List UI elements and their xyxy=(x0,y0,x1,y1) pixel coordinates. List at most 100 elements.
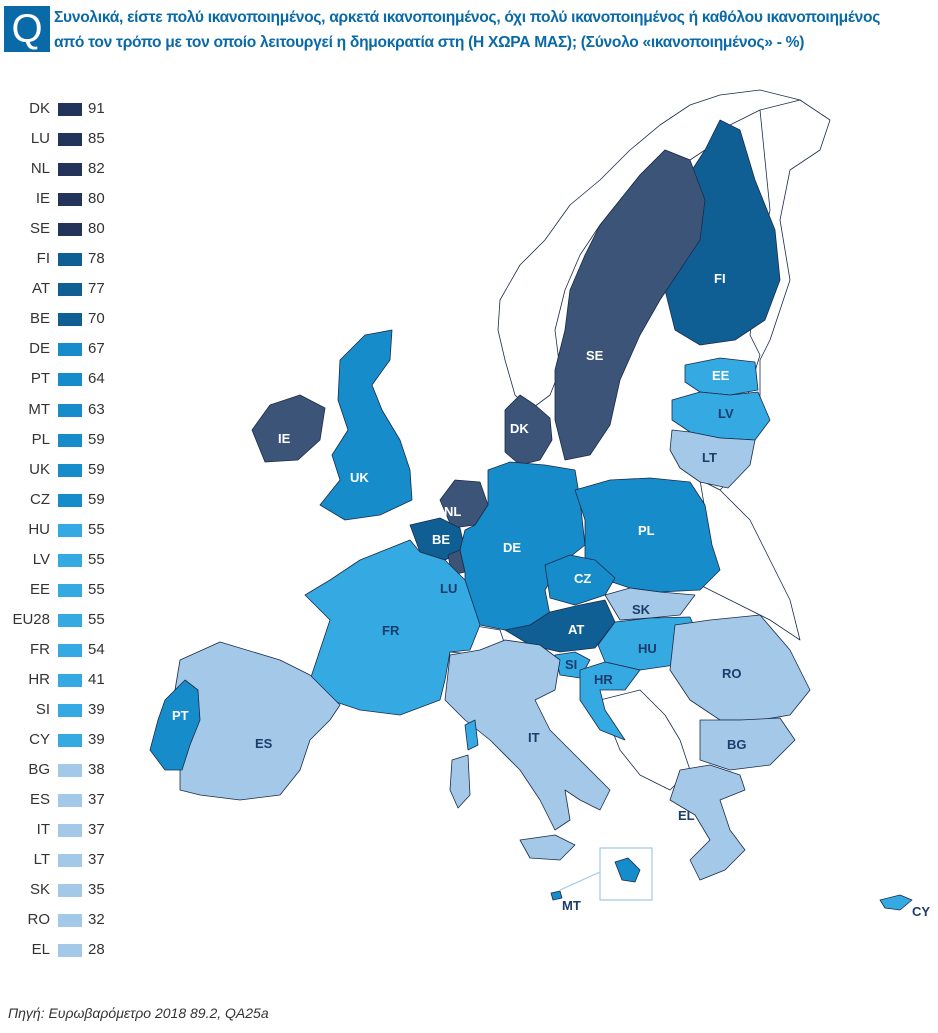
legend-value: 59 xyxy=(88,460,105,478)
legend-value: 28 xyxy=(88,941,105,959)
legend-value: 32 xyxy=(88,911,105,929)
country-ie xyxy=(251,394,326,463)
question-title: Συνολικά, είστε πολύ ικανοποιημένος, αρκ… xyxy=(54,5,934,55)
europe-map: IE UK DK NL BE LU DE FR ES PT IT AT CZ P… xyxy=(149,89,930,919)
legend-row: SI 39 xyxy=(0,699,120,721)
legend-color-swatch xyxy=(58,463,82,477)
legend-value: 39 xyxy=(88,701,105,718)
legend-country-code: IT xyxy=(36,821,50,839)
country-cy xyxy=(879,894,913,911)
legend-country-code: DK xyxy=(29,100,50,117)
legend-row: FR 54 xyxy=(0,639,120,661)
legend-row: CZ 59 xyxy=(0,489,120,511)
legend-row: SE 80 xyxy=(0,218,120,240)
legend-color-swatch xyxy=(58,253,82,267)
legend-country-code: BE xyxy=(29,310,50,328)
label-sk: SK xyxy=(632,602,651,617)
legend-row: CY 39 xyxy=(0,729,120,751)
legend-country-code: PT xyxy=(30,370,50,388)
label-mt: MT xyxy=(562,898,581,913)
legend-value: 85 xyxy=(88,130,105,148)
legend-country-code: EU28 xyxy=(12,610,50,628)
label-lt: LT xyxy=(702,450,717,465)
legend-value: 37 xyxy=(88,851,105,869)
legend-country-code: IE xyxy=(35,190,50,208)
legend-color-swatch xyxy=(58,824,82,838)
legend-row: ES 37 xyxy=(0,789,120,811)
legend-country-code: MT xyxy=(28,400,50,418)
label-cy: CY xyxy=(912,904,930,919)
legend-country-code: NL xyxy=(30,160,50,178)
legend-value: 35 xyxy=(88,881,105,899)
legend-color-swatch xyxy=(58,583,82,597)
country-cz xyxy=(544,554,616,606)
legend-row: UK 59 xyxy=(0,459,120,481)
legend-color-swatch xyxy=(58,163,82,177)
legend-country-code: LV xyxy=(32,550,50,568)
label-pl: PL xyxy=(638,523,655,538)
legend-row: IT 37 xyxy=(0,819,120,841)
legend-color-swatch xyxy=(58,523,82,537)
legend-country-code: FR xyxy=(30,640,50,658)
legend-row: DK 91 xyxy=(0,98,120,120)
legend-row: BE 70 xyxy=(0,308,120,330)
legend-row: EL 28 xyxy=(0,939,120,961)
island-corsica xyxy=(464,719,479,751)
legend-color-swatch xyxy=(58,553,82,567)
legend-value: 41 xyxy=(88,670,105,688)
legend-value: 55 xyxy=(88,550,105,568)
legend-row: LU 85 xyxy=(0,128,120,150)
legend-value: 80 xyxy=(88,220,105,238)
legend-row: LV 55 xyxy=(0,549,120,571)
legend-row: AT 77 xyxy=(0,278,120,300)
legend-value: 63 xyxy=(88,400,105,418)
legend-country-code: EL xyxy=(31,941,50,959)
legend-value: 82 xyxy=(88,160,105,178)
legend-color-swatch xyxy=(58,433,82,447)
legend-value: 39 xyxy=(88,731,105,749)
label-lu: LU xyxy=(440,581,457,596)
legend-value: 55 xyxy=(88,580,105,598)
legend-country-code: PL xyxy=(31,430,50,448)
country-ro xyxy=(669,614,811,721)
legend-row: NL 82 xyxy=(0,158,120,180)
legend-country-code: DE xyxy=(29,340,50,358)
legend-country-code: BG xyxy=(28,761,50,779)
label-at: AT xyxy=(568,622,584,637)
legend-row: PL 59 xyxy=(0,429,120,451)
legend-country-code: ES xyxy=(29,791,50,809)
label-ro: RO xyxy=(722,666,742,681)
legend-color-swatch xyxy=(58,313,82,327)
country-fr xyxy=(304,539,481,716)
label-se: SE xyxy=(586,348,604,363)
label-el: EL xyxy=(678,808,695,823)
legend-country-code: UK xyxy=(29,460,50,478)
label-it: IT xyxy=(528,730,540,745)
legend-color-swatch xyxy=(58,914,82,928)
island-sardinia xyxy=(449,754,471,809)
legend-value: 67 xyxy=(88,340,105,358)
legend-row: EU28 55 xyxy=(0,609,120,631)
country-pt xyxy=(149,679,201,771)
legend-value: 59 xyxy=(88,490,105,508)
source-note: Πηγή: Ευρωβαρόμετρο 2018 89.2, QA25a xyxy=(8,1005,269,1021)
label-hr: HR xyxy=(594,672,613,687)
legend-row: SK 35 xyxy=(0,879,120,901)
legend-row: PT 64 xyxy=(0,368,120,390)
legend-row: EE 55 xyxy=(0,579,120,601)
title-line-1: Συνολικά, είστε πολύ ικανοποιημένος, αρκ… xyxy=(54,9,881,26)
legend-value: 77 xyxy=(88,280,105,298)
country-lt xyxy=(669,429,756,489)
legend-country-code: CY xyxy=(29,731,50,749)
legend-value: 78 xyxy=(88,250,105,268)
label-dk: DK xyxy=(510,421,529,436)
legend-color-swatch xyxy=(58,343,82,357)
country-dk xyxy=(504,394,553,466)
country-ee xyxy=(684,357,759,396)
legend-row: MT 63 xyxy=(0,399,120,421)
label-bg: BG xyxy=(727,737,747,752)
legend-row: HR 41 xyxy=(0,669,120,691)
legend-row: LT 37 xyxy=(0,849,120,871)
legend-value: 55 xyxy=(88,520,105,538)
question-badge: Q xyxy=(4,6,50,52)
